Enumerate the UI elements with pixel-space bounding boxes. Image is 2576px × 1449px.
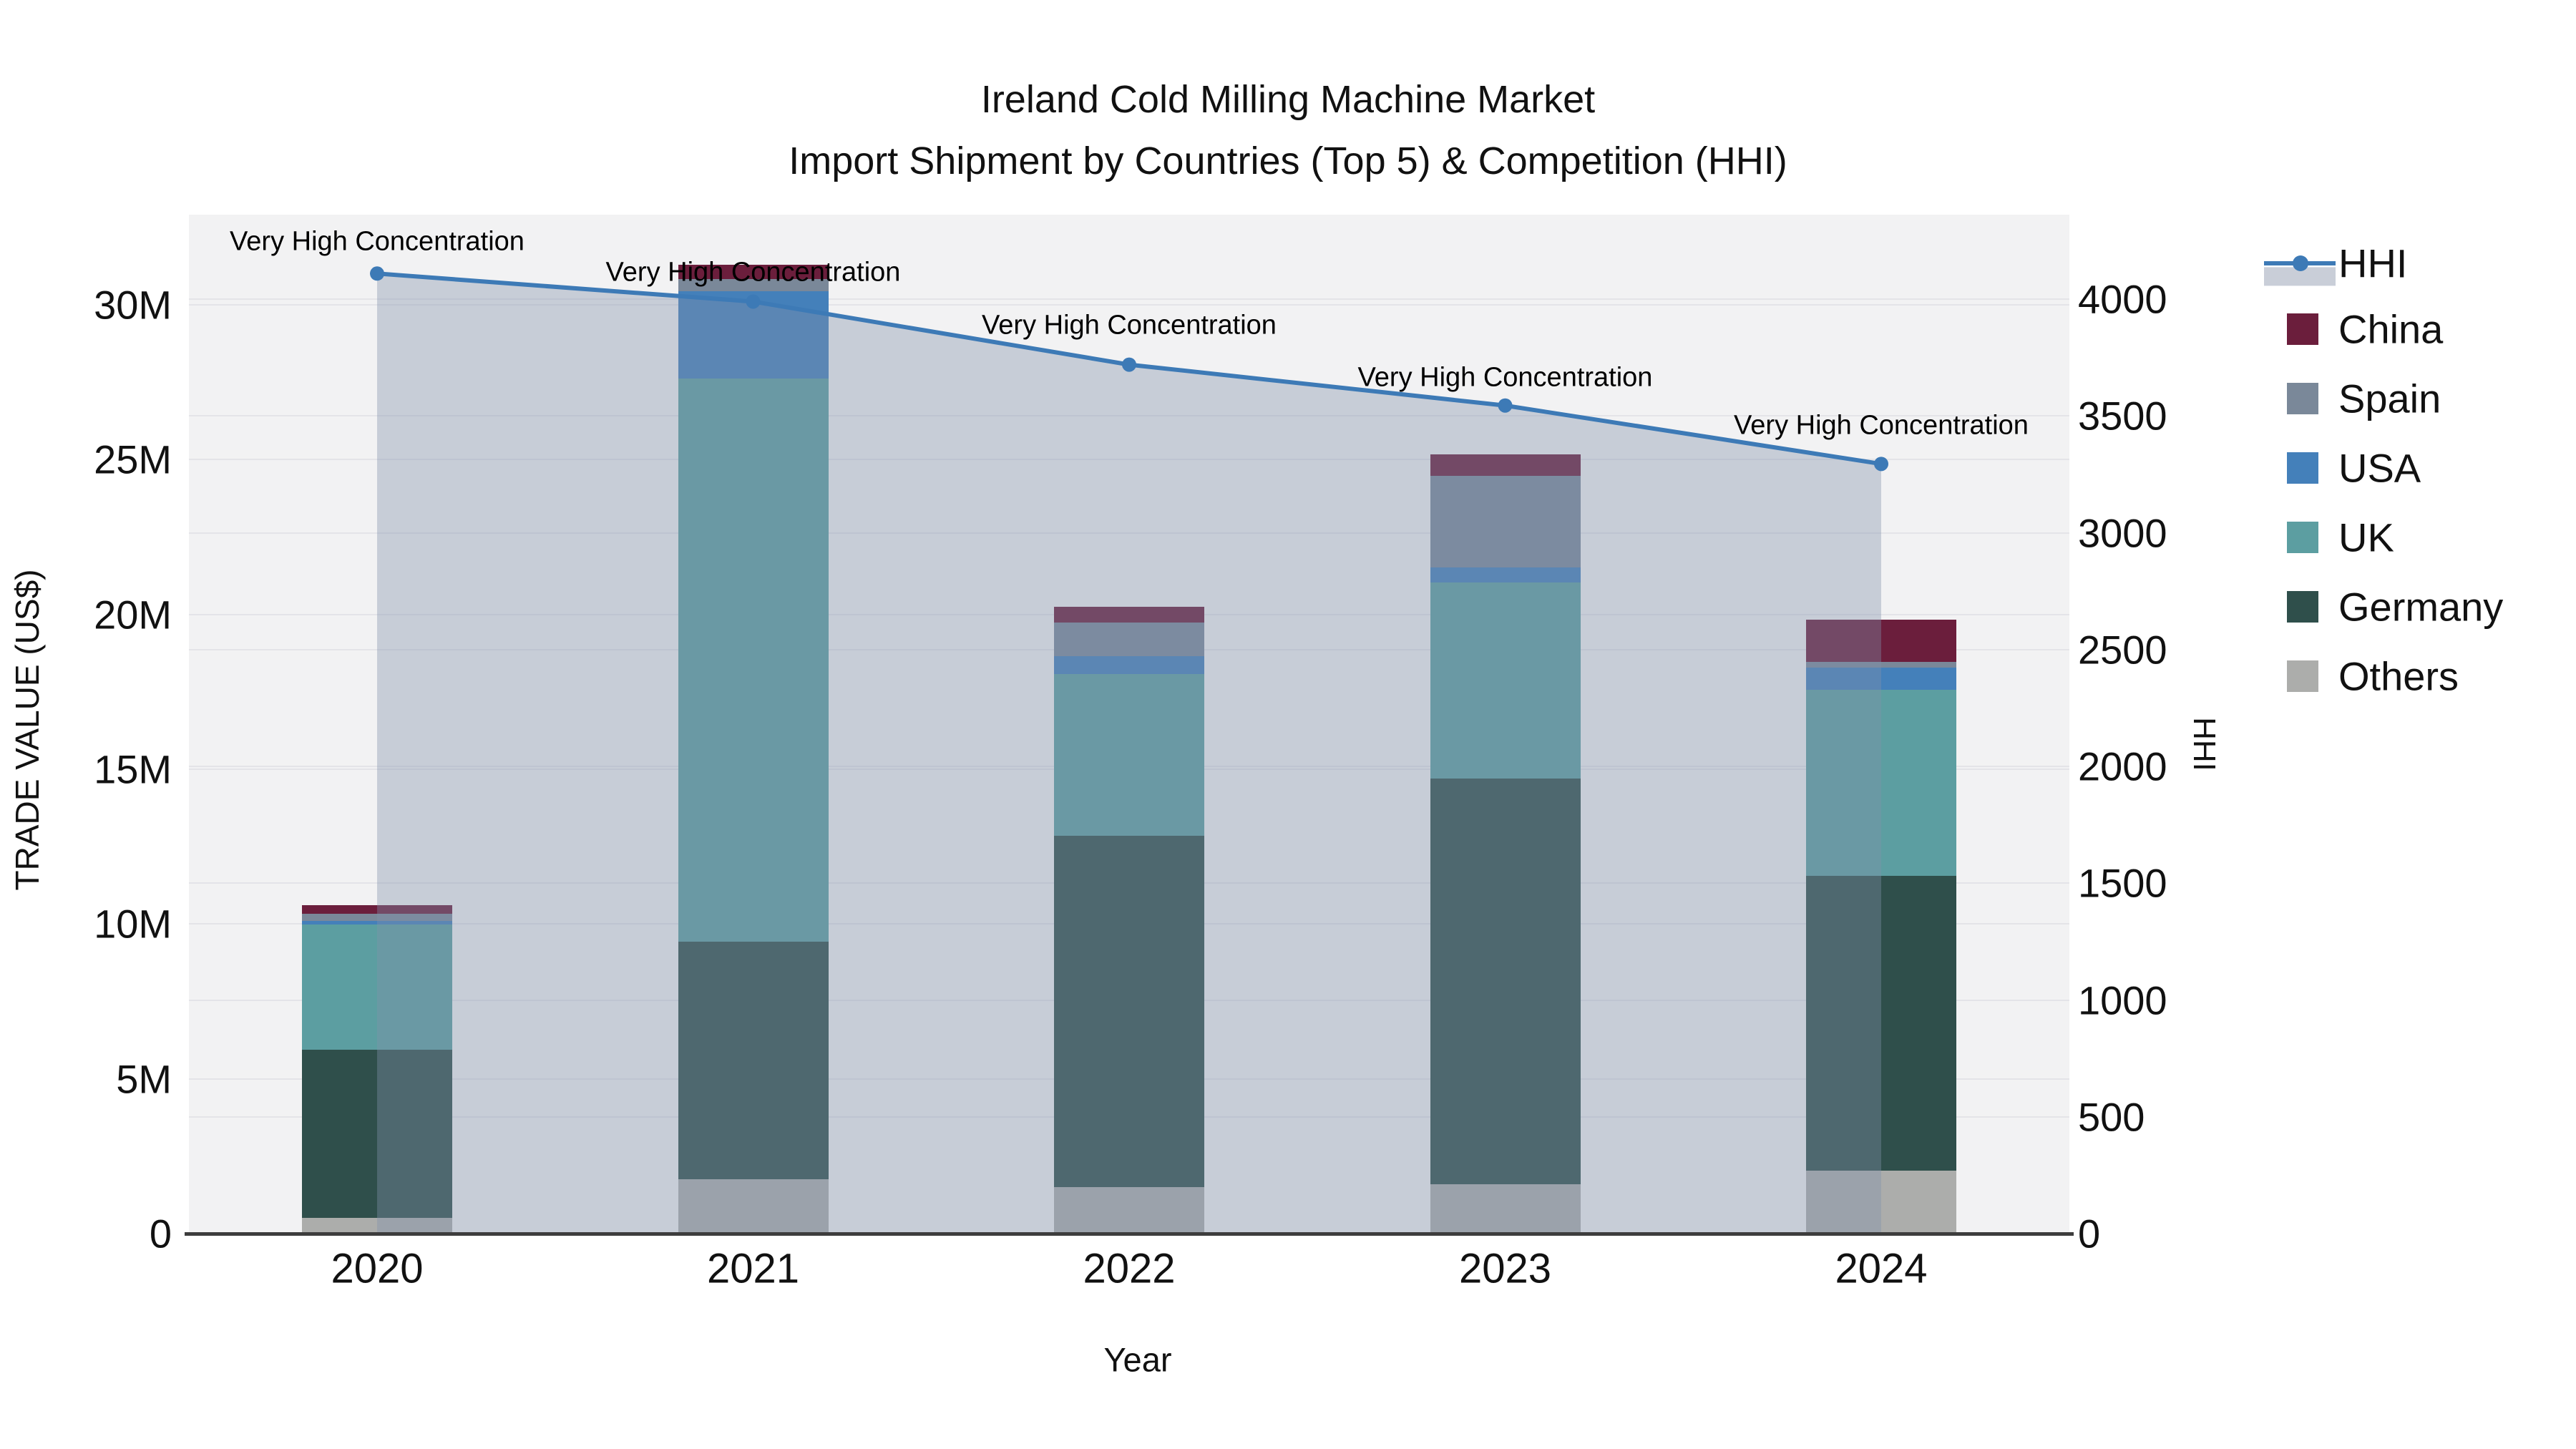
x-tick-2024: 2024 bbox=[1835, 1245, 1928, 1292]
annotation-2024: Very High Concentration bbox=[1734, 410, 2029, 441]
legend-item-others[interactable]: Others bbox=[2338, 653, 2459, 699]
legend-hhi-marker-sample bbox=[2293, 255, 2308, 271]
bar-segment-usa-2024[interactable] bbox=[1806, 668, 1956, 691]
gridline-left-25 bbox=[189, 459, 2069, 461]
legend-swatch-china bbox=[2287, 313, 2318, 345]
chart-title-line1: Ireland Cold Milling Machine Market bbox=[980, 78, 1596, 121]
legend-item-uk[interactable]: UK bbox=[2338, 514, 2394, 560]
y-right-tick-4000: 4000 bbox=[2078, 276, 2167, 322]
legend-swatch-germany bbox=[2287, 591, 2318, 623]
bar-segment-usa-2022[interactable] bbox=[1054, 656, 1204, 675]
chart-title-line2: Import Shipment by Countries (Top 5) & C… bbox=[789, 140, 1787, 182]
legend-swatch-spain bbox=[2287, 383, 2318, 414]
bar-segment-china-2020[interactable] bbox=[302, 905, 452, 914]
x-tick-2021: 2021 bbox=[706, 1245, 800, 1292]
annotation-2020: Very High Concentration bbox=[230, 226, 525, 257]
bar-segment-china-2023[interactable] bbox=[1430, 454, 1581, 477]
bar-segment-others-2024[interactable] bbox=[1806, 1171, 1956, 1234]
bar-segment-germany-2020[interactable] bbox=[302, 1049, 452, 1219]
bar-segment-germany-2023[interactable] bbox=[1430, 778, 1581, 1184]
y-right-tick-3500: 3500 bbox=[2078, 393, 2167, 439]
y-right-tick-2500: 2500 bbox=[2078, 627, 2167, 673]
gridline-right-4000 bbox=[189, 298, 2069, 301]
right-axis-title: HHI bbox=[2187, 717, 2222, 771]
bar-segment-others-2020[interactable] bbox=[302, 1218, 452, 1234]
legend-item-china[interactable]: China bbox=[2338, 306, 2444, 352]
y-left-tick-15M: 15M bbox=[94, 746, 172, 792]
bar-segment-spain-2022[interactable] bbox=[1054, 622, 1204, 657]
legend-item-hhi[interactable]: HHI bbox=[2338, 240, 2408, 286]
y-left-tick-20M: 20M bbox=[94, 592, 172, 638]
x-tick-2022: 2022 bbox=[1083, 1245, 1176, 1292]
annotation-2023: Very High Concentration bbox=[1357, 362, 1653, 393]
legend-item-spain[interactable]: Spain bbox=[2338, 376, 2441, 421]
bar-segment-china-2024[interactable] bbox=[1806, 620, 1956, 662]
legend-swatch-usa bbox=[2287, 452, 2318, 484]
y-left-tick-5M: 5M bbox=[116, 1056, 172, 1102]
bar-segment-uk-2022[interactable] bbox=[1054, 674, 1204, 836]
y-right-tick-0: 0 bbox=[2078, 1211, 2101, 1257]
bar-segment-spain-2020[interactable] bbox=[302, 914, 452, 921]
bar-segment-uk-2020[interactable] bbox=[302, 924, 452, 1050]
legend-item-germany[interactable]: Germany bbox=[2338, 584, 2504, 630]
bar-segment-uk-2021[interactable] bbox=[678, 378, 829, 942]
bar-segment-china-2022[interactable] bbox=[1054, 606, 1204, 623]
x-axis-title: Year bbox=[1103, 1340, 1172, 1379]
bar-segment-others-2023[interactable] bbox=[1430, 1184, 1581, 1234]
annotation-2021: Very High Concentration bbox=[605, 257, 901, 288]
bar-segment-others-2022[interactable] bbox=[1054, 1187, 1204, 1234]
y-left-tick-10M: 10M bbox=[94, 901, 172, 947]
bar-segment-germany-2021[interactable] bbox=[678, 941, 829, 1179]
bar-segment-germany-2022[interactable] bbox=[1054, 836, 1204, 1188]
chart-title: Ireland Cold Milling Machine Market Impo… bbox=[0, 69, 2576, 192]
y-left-tick-30M: 30M bbox=[94, 282, 172, 328]
gridline-right-3000 bbox=[189, 532, 2069, 534]
x-tick-2020: 2020 bbox=[331, 1245, 424, 1292]
legend-swatch-others bbox=[2287, 660, 2318, 692]
y-left-tick-0: 0 bbox=[149, 1211, 172, 1257]
y-right-tick-2000: 2000 bbox=[2078, 743, 2167, 789]
annotation-2022: Very High Concentration bbox=[982, 310, 1277, 341]
bar-segment-usa-2023[interactable] bbox=[1430, 567, 1581, 583]
y-right-tick-3000: 3000 bbox=[2078, 510, 2167, 556]
legend-item-usa[interactable]: USA bbox=[2338, 445, 2421, 491]
x-tick-2023: 2023 bbox=[1458, 1245, 1552, 1292]
bar-segment-usa-2020[interactable] bbox=[302, 920, 452, 924]
y-left-tick-25M: 25M bbox=[94, 436, 172, 482]
x-axis-line bbox=[185, 1232, 2074, 1236]
bar-segment-others-2021[interactable] bbox=[678, 1179, 829, 1234]
bar-segment-uk-2024[interactable] bbox=[1806, 690, 1956, 876]
bar-segment-spain-2023[interactable] bbox=[1430, 476, 1581, 567]
bar-segment-spain-2024[interactable] bbox=[1806, 661, 1956, 668]
y-right-tick-500: 500 bbox=[2078, 1094, 2145, 1140]
legend-swatch-uk bbox=[2287, 522, 2318, 553]
bar-segment-uk-2023[interactable] bbox=[1430, 582, 1581, 779]
y-right-tick-1500: 1500 bbox=[2078, 860, 2167, 906]
gridline-left-30 bbox=[189, 303, 2069, 306]
bar-segment-germany-2024[interactable] bbox=[1806, 875, 1956, 1171]
y-right-tick-1000: 1000 bbox=[2078, 977, 2167, 1023]
bar-segment-usa-2021[interactable] bbox=[678, 291, 829, 379]
